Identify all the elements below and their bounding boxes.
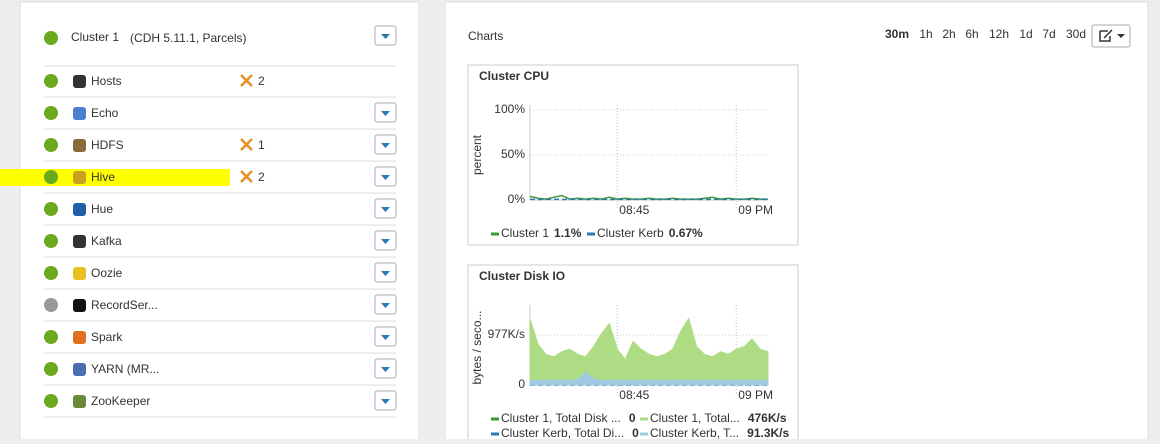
status-dot — [44, 234, 58, 248]
y-tick-label: 100% — [494, 102, 525, 116]
time-range[interactable]: 7d — [1042, 27, 1055, 41]
legend-stat: 1.1% — [554, 226, 582, 240]
y-axis-label: bytes / seco... — [470, 310, 484, 384]
legend-swatch — [491, 233, 499, 236]
status-dot — [44, 31, 58, 45]
time-range[interactable]: 1h — [919, 27, 932, 41]
legend-swatch — [640, 433, 648, 436]
time-range[interactable]: 30m — [885, 27, 909, 41]
time-range[interactable]: 2h — [942, 27, 955, 41]
panel-title: Charts — [468, 29, 503, 43]
y-tick-label: 0% — [508, 192, 526, 206]
legend-name[interactable]: Cluster Kerb, Total Di... — [501, 426, 624, 439]
legend-stat: 91.3K/s — [747, 426, 789, 439]
x-tick-label: 09 PM — [738, 203, 773, 217]
service-icon — [73, 299, 86, 312]
status-dot — [44, 394, 58, 408]
y-tick-label: 977K/s — [488, 327, 525, 341]
status-dot — [44, 106, 58, 120]
legend-name[interactable]: Cluster Kerb, T... — [650, 426, 739, 439]
service-icon — [73, 75, 86, 88]
service-icon — [73, 363, 86, 376]
legend-swatch — [640, 418, 648, 421]
service-icon — [73, 107, 86, 120]
service-icon — [73, 203, 86, 216]
legend-name[interactable]: Cluster 1 — [501, 226, 549, 240]
legend-stat: 476K/s — [748, 411, 787, 425]
status-dot — [44, 298, 58, 312]
service-name[interactable]: Spark — [91, 330, 123, 344]
service-name[interactable]: Kafka — [91, 234, 122, 248]
chart-title: Cluster CPU — [479, 69, 549, 83]
service-icon — [73, 331, 86, 344]
legend-stat: 0 — [632, 426, 639, 439]
time-range[interactable]: 1d — [1019, 27, 1032, 41]
y-tick-label: 50% — [501, 147, 525, 161]
service-name[interactable]: Hosts — [91, 74, 122, 88]
cluster-name[interactable]: Cluster 1 — [71, 30, 119, 44]
status-dot — [44, 170, 58, 184]
service-name[interactable]: Hive — [91, 170, 115, 184]
time-range[interactable]: 30d — [1066, 27, 1086, 41]
status-dot — [44, 330, 58, 344]
time-range[interactable]: 6h — [965, 27, 978, 41]
cluster-version: (CDH 5.11.1, Parcels) — [130, 31, 246, 45]
alert-count[interactable]: 2 — [258, 170, 265, 184]
service-icon — [73, 267, 86, 280]
service-icon — [73, 139, 86, 152]
status-dot — [44, 74, 58, 88]
y-axis-label: percent — [470, 134, 484, 175]
y-tick-label: 0 — [518, 377, 525, 391]
service-name[interactable]: Echo — [91, 106, 119, 120]
legend-name[interactable]: Cluster 1, Total... — [650, 411, 740, 425]
service-name[interactable]: HDFS — [91, 138, 124, 152]
x-tick-label: 08:45 — [619, 388, 649, 402]
alert-count[interactable]: 1 — [258, 138, 265, 152]
legend-swatch — [587, 233, 595, 236]
x-tick-label: 08:45 — [619, 203, 649, 217]
legend-swatch — [491, 418, 499, 421]
service-icon — [73, 235, 86, 248]
legend-swatch — [491, 433, 499, 436]
status-dot — [44, 202, 58, 216]
status-dot — [44, 138, 58, 152]
legend-name[interactable]: Cluster Kerb — [597, 226, 664, 240]
service-name[interactable]: Oozie — [91, 266, 123, 280]
status-dot — [44, 266, 58, 280]
legend-stat: 0 — [629, 411, 636, 425]
alert-count[interactable]: 2 — [258, 74, 265, 88]
legend-stat: 0.67% — [669, 226, 703, 240]
service-name[interactable]: ZooKeeper — [91, 394, 150, 408]
edit-button[interactable] — [1092, 25, 1130, 47]
service-name[interactable]: RecordSer... — [91, 298, 158, 312]
status-dot — [44, 362, 58, 376]
x-tick-label: 09 PM — [738, 388, 773, 402]
service-icon — [73, 171, 86, 184]
chart-title: Cluster Disk IO — [479, 269, 565, 283]
service-name[interactable]: Hue — [91, 202, 113, 216]
time-range[interactable]: 12h — [989, 27, 1009, 41]
legend-name[interactable]: Cluster 1, Total Disk ... — [501, 411, 621, 425]
service-name[interactable]: YARN (MR... — [91, 362, 159, 376]
service-icon — [73, 395, 86, 408]
